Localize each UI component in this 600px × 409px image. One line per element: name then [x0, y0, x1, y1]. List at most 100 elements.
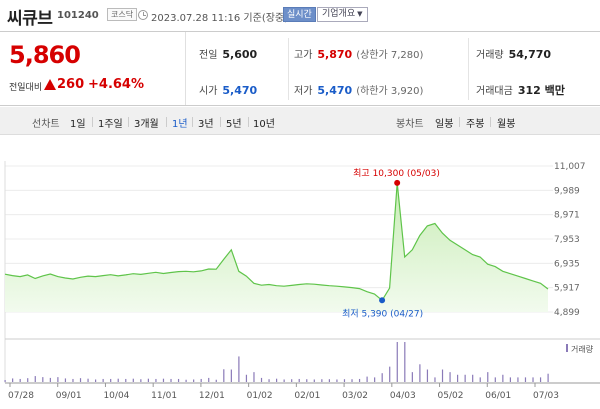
company-overview-button[interactable]: 기업개요 ▼: [317, 7, 368, 22]
tab-10y[interactable]: 10년: [253, 119, 275, 130]
volume-bar: [110, 378, 112, 382]
prev-close-label: 전일: [199, 50, 218, 61]
y-tick-label: 8,971: [554, 211, 580, 221]
candle-chart-label: 봉차트: [396, 119, 424, 130]
tab-1w[interactable]: 1주일: [98, 119, 123, 130]
price-line: [4, 182, 549, 302]
price-chart-svg: 11,007 9,989 8,971 7,953 6,935 5,917 4,899 07/…: [4, 161, 600, 401]
grid-lines: [4, 161, 600, 384]
volume-bar: [132, 378, 134, 382]
volume-bar: [260, 377, 263, 382]
x-tick-label: 11/01: [151, 391, 177, 401]
volume-bar: [487, 372, 489, 382]
upper-limit: (상한가 7,280): [356, 50, 424, 61]
volume-bar: [57, 377, 59, 382]
tab-divider: [490, 117, 491, 127]
tab-divider: [220, 117, 221, 127]
x-tick-label: 04/03: [390, 391, 416, 401]
price-panel: 5,860 전일대비 260 +4.64% 전일 5,600 고가 5,870 (상한…: [0, 31, 600, 106]
volume-bar: [125, 378, 127, 382]
volume-stat: 거래량 54,770: [476, 46, 551, 61]
tab-5y[interactable]: 5년: [226, 119, 242, 130]
volume-bar: [283, 379, 285, 382]
volume-bar: [12, 378, 14, 382]
x-tick-label: 06/01: [485, 391, 511, 401]
clock-icon: [138, 10, 148, 20]
volume-legend-swatch: [566, 344, 568, 352]
volume-bar: [245, 374, 248, 382]
volume-bar: [185, 379, 187, 382]
volume-bar: [230, 369, 232, 382]
amount-value: 312 백만: [517, 84, 565, 97]
current-price-box: 5,860 전일대비 260 +4.64%: [0, 32, 186, 105]
volume-bar: [328, 379, 330, 382]
low-value: 5,470: [317, 84, 353, 97]
min-point-marker: [379, 297, 386, 304]
volume-bar: [426, 369, 429, 382]
volume-bar: [396, 342, 398, 382]
tab-divider: [166, 117, 167, 127]
volume-bar: [79, 378, 82, 382]
volume-bar: [155, 378, 157, 382]
tab-3y[interactable]: 3년: [198, 119, 214, 130]
realtime-button[interactable]: 실시간: [283, 7, 316, 22]
volume-value: 54,770: [508, 48, 552, 61]
volume-bar: [547, 373, 549, 382]
volume-bar: [434, 377, 436, 382]
tab-monthly[interactable]: 월봉: [497, 119, 516, 130]
tab-weekly[interactable]: 주봉: [466, 119, 485, 130]
volume-bar: [524, 377, 527, 382]
volume-bar: [49, 377, 51, 382]
open-stat: 시가 5,470: [199, 82, 257, 97]
volume-legend-label: 거래량: [571, 344, 594, 354]
volume-bar: [170, 378, 172, 382]
y-tick-label: 6,935: [554, 259, 580, 269]
volume-bar: [162, 378, 165, 382]
market-badge: 코스닥: [107, 8, 138, 21]
quote-datetime: 2023.07.28 11:16 기준(장중): [151, 13, 289, 24]
up-arrow-icon: [44, 79, 56, 90]
volume-bar: [291, 379, 293, 382]
amount-stat: 거래대금 312 백만: [476, 82, 565, 98]
volume-bar: [306, 379, 308, 382]
tab-3m[interactable]: 3개월: [134, 119, 159, 130]
change-value: 260: [57, 77, 85, 92]
tab-divider: [192, 117, 193, 127]
y-tick-label: 9,989: [554, 186, 580, 196]
volume-bar: [358, 378, 361, 382]
x-tick-label: 10/04: [103, 391, 129, 401]
amount-label: 거래대금: [476, 86, 513, 97]
volume-bar: [147, 378, 149, 382]
volume-bar: [238, 356, 240, 382]
prev-close-value: 5,600: [222, 48, 258, 61]
volume-bar: [102, 378, 104, 382]
volume-bar: [313, 379, 315, 382]
lower-limit: (하한가 3,920): [356, 86, 424, 97]
tab-1y[interactable]: 1년: [172, 119, 188, 130]
volume-bar: [532, 377, 534, 382]
open-value: 5,470: [222, 84, 258, 97]
low-label: 저가: [294, 86, 313, 97]
volume-bar: [117, 378, 119, 382]
volume-bar: [517, 377, 519, 382]
high-stat: 고가 5,870 (상한가 7,280): [294, 46, 423, 61]
volume-bar: [472, 374, 474, 382]
volume-bar: [502, 374, 504, 382]
high-value: 5,870: [317, 48, 353, 61]
annotations: 최고 10,300 (05/03) 최저 5,390 (04/27): [342, 168, 440, 319]
price-area: [5, 182, 548, 312]
x-axis-ticks: 07/28 09/01 10/04 11/01 12/01 01/02 02/01 03/02…: [8, 383, 559, 401]
tab-1d[interactable]: 1일: [70, 119, 86, 130]
volume-bar: [351, 379, 353, 382]
volume-bar: [87, 378, 89, 382]
x-tick-label: 05/02: [438, 391, 464, 401]
volume-bar: [374, 377, 376, 382]
volume-bar: [441, 369, 444, 382]
volume-bar: [404, 342, 406, 382]
volume-bar: [411, 372, 413, 382]
volume-bar: [509, 377, 511, 382]
volume-bars: 거래량: [4, 342, 594, 382]
volume-bar: [389, 366, 391, 382]
tab-daily[interactable]: 일봉: [435, 119, 454, 130]
max-point-marker: [394, 179, 401, 186]
